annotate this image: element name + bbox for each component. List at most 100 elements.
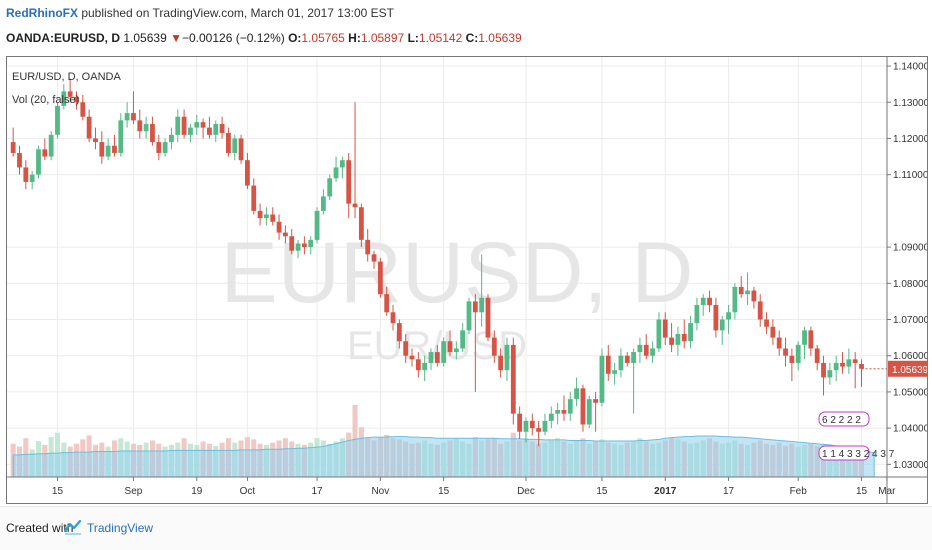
candle-body: [48, 134, 54, 157]
high-value: 1.05897: [360, 31, 405, 45]
candle-body: [308, 239, 314, 248]
author-link[interactable]: RedRhinoFX: [6, 6, 78, 20]
candle-body: [200, 122, 206, 128]
candle-body: [517, 413, 523, 432]
candle-body: [738, 286, 744, 295]
candle-body: [580, 388, 586, 425]
candlestick-chart[interactable]: 1.14000 1.13000 1.12000 1.11000 1.09000 1.080…: [7, 57, 928, 504]
y-tick-label: 1.14000: [893, 62, 928, 73]
candle-body: [624, 355, 630, 363]
x-tick-label: Oct: [240, 486, 256, 497]
candle-body: [694, 305, 700, 324]
chart-area[interactable]: 1.14000 1.13000 1.12000 1.11000 1.09000 1.080…: [6, 56, 928, 504]
candle-body: [840, 362, 845, 367]
candle-body: [460, 330, 466, 349]
candle-body: [93, 138, 98, 143]
candle-body: [74, 96, 79, 103]
candle-body: [428, 352, 434, 363]
y-tick-label: 1.04000: [893, 424, 928, 435]
event-marker-box: [818, 411, 870, 427]
candle-body: [276, 221, 282, 233]
candle-body: [498, 355, 504, 371]
candle-body: [333, 167, 339, 179]
candle-body: [371, 254, 377, 262]
tradingview-logo-icon[interactable]: [64, 519, 82, 535]
candle-body: [441, 341, 447, 363]
candle-body: [251, 185, 257, 211]
last-price: 1.05639: [123, 31, 167, 45]
interval-label: , D: [104, 31, 121, 45]
low-label: L:: [407, 31, 419, 45]
candle-body: [859, 364, 864, 369]
candle-body: [650, 348, 655, 356]
close-label: C:: [465, 31, 479, 45]
candle-body: [143, 123, 149, 132]
candle-body: [99, 142, 105, 157]
x-tick-label: Dec: [517, 486, 535, 497]
candle-body: [688, 323, 693, 342]
x-tick-label: Nov: [371, 486, 389, 497]
candle-body: [194, 122, 200, 128]
x-tick-label: 15: [438, 486, 450, 497]
high-label: H:: [348, 31, 361, 45]
down-arrow-icon: ▼: [170, 31, 182, 45]
candle-body: [36, 149, 41, 175]
chart-title: EUR/USD, D, OANDA: [12, 71, 121, 83]
candle-body: [491, 337, 497, 356]
candle-body: [612, 370, 618, 374]
candle-body: [175, 116, 181, 135]
candle-body: [137, 120, 143, 132]
candle-body: [548, 413, 554, 421]
candle-body: [339, 160, 345, 168]
candle-body: [327, 178, 333, 197]
tradingview-brand[interactable]: TradingView: [87, 521, 154, 535]
candle-body: [422, 362, 428, 371]
candle-body: [510, 344, 516, 414]
candle-body: [795, 344, 801, 363]
candle-body: [504, 344, 510, 371]
candle-body: [776, 337, 782, 349]
candle-body: [732, 286, 738, 313]
candle-body: [802, 330, 807, 345]
candle-body: [783, 348, 788, 356]
candle-body: [213, 123, 219, 135]
event-marker-box: [818, 445, 870, 461]
candle-body: [726, 312, 731, 320]
candle-body: [599, 355, 605, 403]
candle-body: [631, 352, 637, 363]
x-tick-label: 15: [596, 486, 608, 497]
candle-body: [757, 301, 763, 320]
candle-body: [67, 91, 73, 97]
candle-body: [61, 91, 67, 106]
candle-body: [669, 337, 674, 345]
candle-body: [365, 239, 371, 255]
candle-body: [415, 359, 421, 371]
candle-body: [637, 344, 643, 353]
candle-body: [466, 301, 472, 331]
candle-body: [377, 261, 383, 295]
candle-body: [390, 312, 396, 324]
candle-body: [320, 196, 326, 211]
candle-body: [751, 290, 757, 302]
candle-body: [472, 301, 478, 313]
x-tick-label: 2017: [654, 486, 677, 497]
candle-body: [226, 133, 231, 153]
open-value: 1.05765: [301, 31, 345, 45]
y-tick-label: 1.13000: [893, 98, 928, 109]
candle-body: [555, 410, 561, 414]
x-tick-label: 15: [52, 486, 64, 497]
symbol-label[interactable]: OANDA:EURUSD: [6, 31, 105, 45]
candle-body: [396, 323, 402, 342]
candle-body: [384, 294, 390, 313]
candle-body: [314, 210, 320, 240]
y-tick-label: 1.12000: [893, 134, 928, 145]
candle-body: [219, 123, 225, 134]
y-tick-label: 1.03000: [893, 460, 928, 471]
candle-body: [245, 160, 250, 186]
candle-body: [536, 428, 542, 432]
chart-header: RedRhinoFX published on TradingView.com,…: [0, 0, 932, 56]
x-tick-label: Feb: [790, 486, 808, 497]
created-with-text: Created with: [6, 521, 74, 535]
low-value: 1.05142: [418, 31, 463, 45]
x-tick-label: 17: [723, 486, 735, 497]
